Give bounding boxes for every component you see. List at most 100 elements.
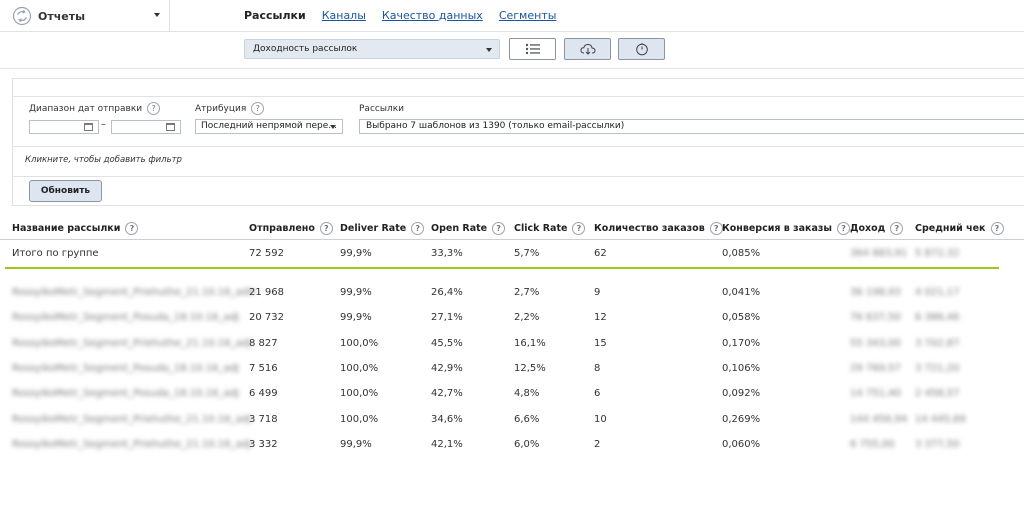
attribution-select[interactable]: Последний непрямой пере... — [195, 119, 343, 134]
col-header-label: Deliver Rate — [340, 223, 407, 234]
cell-revenue: 14 751,40 — [850, 388, 901, 400]
help-icon[interactable]: ? — [990, 222, 1004, 235]
calendar-icon[interactable] — [166, 123, 175, 131]
col-header-open-rate[interactable]: Open Rate ? — [431, 222, 506, 235]
cell-revenue: 76 637,50 — [850, 312, 901, 324]
help-icon[interactable]: ? — [890, 222, 904, 235]
cell-avg: 2 458,57 — [915, 388, 960, 400]
col-header-deliver-rate[interactable]: Deliver Rate ? — [340, 222, 425, 235]
total-avg-check: 5 872,32 — [915, 248, 960, 259]
date-to-input[interactable] — [111, 120, 181, 134]
cell-revenue: 144 456,94 — [850, 413, 908, 425]
timer-icon — [635, 43, 648, 56]
cell-orders: 6 — [594, 388, 601, 400]
total-revenue: 364 883,91 — [850, 248, 908, 259]
col-header-label: Отправлено — [249, 223, 315, 234]
section-title: Отчеты — [38, 9, 86, 23]
cell-conv: 0,041% — [722, 287, 761, 298]
top-nav: Рассылки Каналы Качество данных Сегменты — [244, 9, 572, 22]
col-header-label: Средний чек — [915, 223, 986, 234]
cell-click: 2,7% — [514, 287, 540, 298]
nav-data-quality[interactable]: Качество данных — [381, 9, 483, 22]
cell-avg: 6 386,46 — [915, 312, 960, 324]
report-type-select[interactable]: Доходность рассылок — [244, 39, 500, 59]
attribution-label-group: Атрибуция ? — [195, 102, 265, 115]
help-icon[interactable]: ? — [837, 222, 851, 235]
cell-name: RossyikoMetr_Segment_Priehuthe_21.10.16_… — [12, 438, 252, 450]
cell-deliver: 99,9% — [340, 312, 372, 324]
cell-revenue: 6 755,00 — [850, 438, 895, 450]
cell-name: RossyikoMetr_Segment_Priehuthe_21.10.16_… — [12, 337, 252, 349]
cell-name: RossyikoMetr_Segment_Priehuthe_21.10.16_… — [12, 413, 252, 425]
total-open-rate: 33,3% — [431, 248, 463, 259]
help-icon[interactable]: ? — [251, 102, 265, 115]
cell-orders: 2 — [594, 438, 601, 450]
col-header-name[interactable]: Название рассылки ? — [12, 222, 139, 235]
cell-name: RossyikoMetr_Segment_Posuda_18.10.16_adJ — [12, 312, 239, 324]
help-icon[interactable]: ? — [125, 222, 139, 235]
help-icon[interactable]: ? — [319, 222, 333, 235]
cell-sent: 20 732 — [249, 312, 284, 324]
cell-click: 6,6% — [514, 413, 540, 425]
help-icon[interactable]: ? — [709, 222, 723, 235]
cell-sent: 21 968 — [249, 287, 284, 298]
cell-deliver: 100,0% — [340, 337, 379, 349]
table-row[interactable]: RossyikoMetr_Segment_Priehuthe_21.10.16_… — [0, 433, 1024, 457]
col-header-sent[interactable]: Отправлено ? — [249, 222, 333, 235]
refresh-button[interactable]: Обновить — [29, 180, 102, 202]
nav-channels[interactable]: Каналы — [321, 9, 366, 22]
total-orders: 62 — [594, 248, 607, 259]
col-header-label: Количество заказов — [594, 223, 705, 234]
cell-click: 4,8% — [514, 388, 540, 400]
date-range-label-group: Диапазон дат отправки ? — [29, 102, 161, 115]
help-icon[interactable]: ? — [411, 222, 425, 235]
col-header-avg-check[interactable]: Средний чек ? — [915, 222, 1004, 235]
col-header-conversion[interactable]: Конверсия в заказы ? — [722, 222, 851, 235]
mailings-label: Рассылки — [359, 104, 404, 114]
col-header-label: Open Rate — [431, 223, 488, 234]
cell-click: 6,0% — [514, 438, 540, 450]
download-button[interactable] — [564, 38, 611, 60]
mailings-select[interactable]: Выбрано 7 шаблонов из 1390 (только email… — [359, 119, 1024, 134]
total-name: Итого по группе — [12, 248, 99, 259]
total-row: Итого по группе 72 592 99,9% 33,3% 5,7% … — [0, 242, 1024, 266]
col-header-label: Click Rate — [514, 223, 568, 234]
help-icon[interactable]: ? — [572, 222, 586, 235]
section-select[interactable]: Отчеты — [0, 0, 170, 32]
cell-open: 34,6% — [431, 413, 463, 425]
cell-click: 2,2% — [514, 312, 540, 324]
nav-mailings[interactable]: Рассылки — [244, 9, 306, 22]
table-row[interactable]: RossyikoMetr_Segment_Posuda_18.10.16_adJ… — [0, 306, 1024, 330]
table-row[interactable]: RossyikoMetr_Segment_Priehuthe_21.10.16_… — [0, 408, 1024, 432]
date-range-label: Диапазон дат отправки — [29, 103, 143, 114]
table-row[interactable]: RossyikoMetr_Segment_Priehuthe_21.10.16_… — [0, 281, 1024, 305]
columns-list-button[interactable] — [509, 38, 556, 60]
col-header-orders[interactable]: Количество заказов ? — [594, 222, 723, 235]
total-separator-line — [5, 267, 999, 269]
cell-sent: 6 499 — [249, 388, 278, 400]
add-filter-link[interactable]: Кликните, чтобы добавить фильтр — [25, 155, 182, 165]
cell-open: 27,1% — [431, 312, 463, 324]
table-row[interactable]: RossyikoMetr_Segment_Posuda_18.10.16_adJ… — [0, 382, 1024, 406]
cell-conv: 0,058% — [722, 312, 761, 324]
attribution-value: Последний непрямой пере... — [201, 121, 337, 131]
table-header: Название рассылки ? Отправлено ? Deliver… — [0, 218, 1024, 240]
cell-orders: 9 — [594, 287, 601, 298]
cell-sent: 3 332 — [249, 438, 278, 450]
divider — [13, 176, 1024, 177]
col-header-click-rate[interactable]: Click Rate ? — [514, 222, 586, 235]
cell-click: 12,5% — [514, 362, 546, 374]
col-header-revenue[interactable]: Доход ? — [850, 222, 904, 235]
calendar-icon[interactable] — [84, 123, 93, 131]
table-row[interactable]: RossyikoMetr_Segment_Posuda_18.10.16_adJ… — [0, 357, 1024, 381]
help-icon[interactable]: ? — [492, 222, 506, 235]
cell-name: RossyikoMetr_Segment_Posuda_18.10.16_adJ — [12, 388, 239, 400]
cell-deliver: 100,0% — [340, 388, 379, 400]
cell-open: 42,9% — [431, 362, 463, 374]
mailings-value: Выбрано 7 шаблонов из 1390 (только email… — [366, 121, 625, 131]
date-from-input[interactable] — [29, 120, 99, 134]
nav-segments[interactable]: Сегменты — [498, 9, 557, 22]
schedule-button[interactable] — [618, 38, 665, 60]
help-icon[interactable]: ? — [147, 102, 161, 115]
table-row[interactable]: RossyikoMetr_Segment_Priehuthe_21.10.16_… — [0, 332, 1024, 356]
